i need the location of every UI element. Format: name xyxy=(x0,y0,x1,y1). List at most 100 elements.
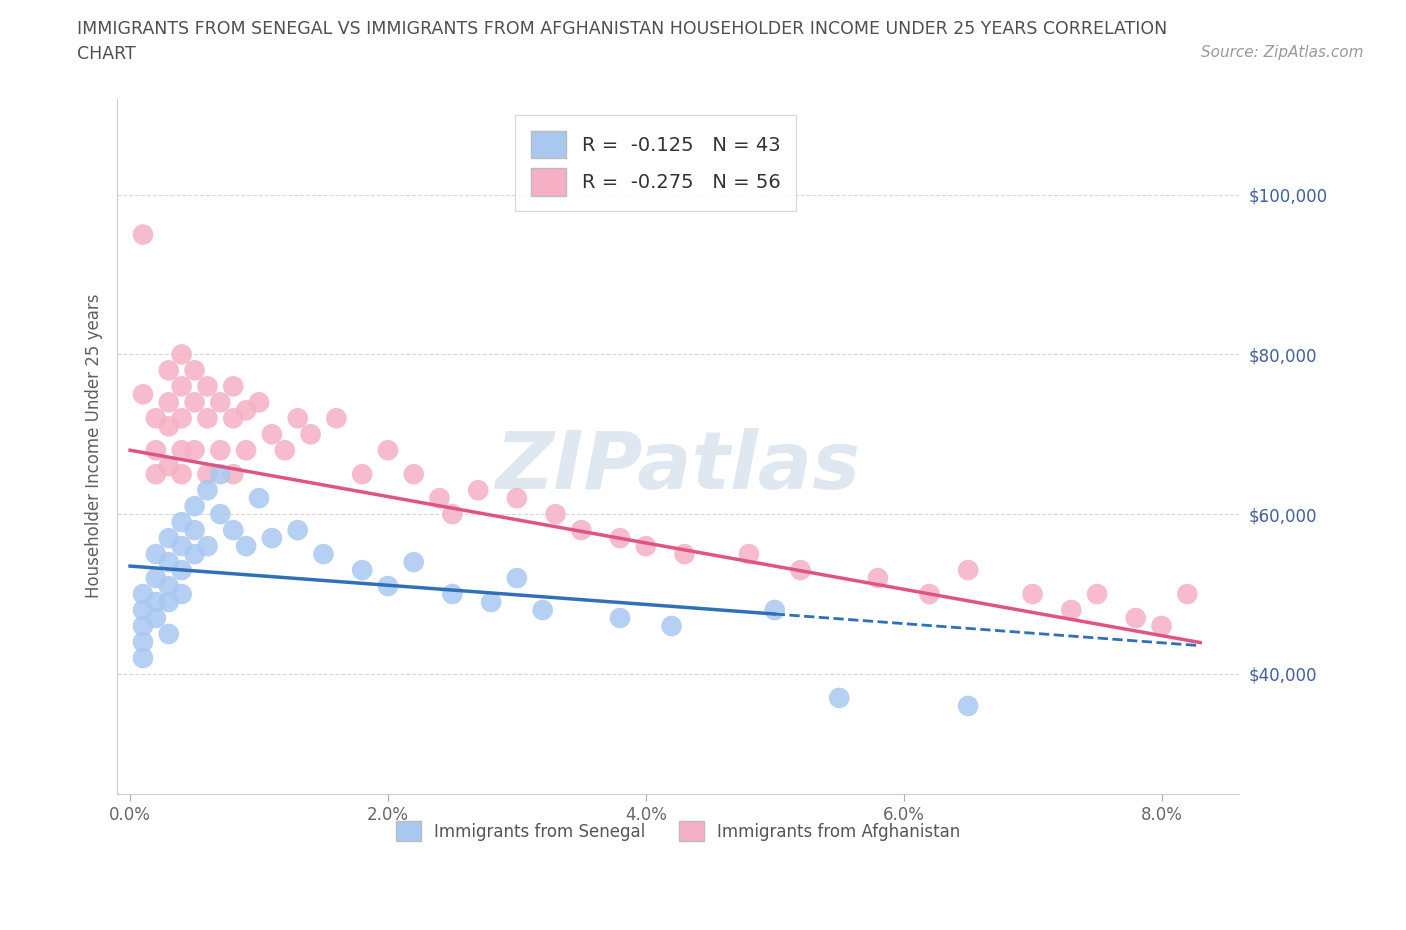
Point xyxy=(157,627,180,642)
Text: Source: ZipAtlas.com: Source: ZipAtlas.com xyxy=(1201,45,1364,60)
Point xyxy=(222,379,245,393)
Point xyxy=(157,418,180,433)
Point xyxy=(183,443,205,458)
Point xyxy=(170,538,193,553)
Text: CHART: CHART xyxy=(77,45,136,62)
Point xyxy=(247,395,270,410)
Point xyxy=(609,611,631,626)
Point xyxy=(157,594,180,609)
Point xyxy=(377,443,399,458)
Point xyxy=(157,531,180,546)
Point xyxy=(352,467,374,482)
Point xyxy=(209,467,232,482)
Point xyxy=(132,603,155,618)
Point xyxy=(197,483,219,498)
Point xyxy=(170,443,193,458)
Point xyxy=(197,538,219,553)
Point xyxy=(312,547,335,562)
Point xyxy=(209,443,232,458)
Point xyxy=(157,554,180,569)
Point xyxy=(145,611,167,626)
Point xyxy=(569,523,592,538)
Point xyxy=(157,363,180,378)
Point xyxy=(170,467,193,482)
Point xyxy=(183,498,205,513)
Point xyxy=(145,467,167,482)
Point xyxy=(429,491,451,506)
Point xyxy=(957,563,980,578)
Point xyxy=(634,538,657,553)
Point xyxy=(132,387,155,402)
Point xyxy=(506,491,529,506)
Point xyxy=(274,443,297,458)
Point xyxy=(1125,611,1147,626)
Point xyxy=(209,395,232,410)
Point xyxy=(183,523,205,538)
Point xyxy=(197,411,219,426)
Point xyxy=(170,587,193,602)
Point xyxy=(957,698,980,713)
Point xyxy=(157,395,180,410)
Point xyxy=(260,427,283,442)
Point xyxy=(299,427,322,442)
Point xyxy=(918,587,941,602)
Point xyxy=(145,547,167,562)
Point xyxy=(828,690,851,705)
Point xyxy=(377,578,399,593)
Point xyxy=(467,483,489,498)
Point xyxy=(738,547,761,562)
Point xyxy=(402,467,425,482)
Point xyxy=(287,523,309,538)
Y-axis label: Householder Income Under 25 years: Householder Income Under 25 years xyxy=(86,294,103,599)
Point xyxy=(325,411,347,426)
Point xyxy=(763,603,786,618)
Point xyxy=(609,531,631,546)
Point xyxy=(145,411,167,426)
Point xyxy=(866,571,889,586)
Point xyxy=(1085,587,1108,602)
Point xyxy=(1060,603,1083,618)
Point xyxy=(1150,618,1173,633)
Point xyxy=(183,547,205,562)
Point xyxy=(673,547,696,562)
Point xyxy=(145,594,167,609)
Point xyxy=(789,563,811,578)
Point xyxy=(352,563,374,578)
Point xyxy=(132,587,155,602)
Point xyxy=(183,395,205,410)
Point xyxy=(531,603,554,618)
Point xyxy=(260,531,283,546)
Point xyxy=(170,411,193,426)
Point xyxy=(479,594,502,609)
Point xyxy=(441,587,464,602)
Point xyxy=(222,523,245,538)
Text: IMMIGRANTS FROM SENEGAL VS IMMIGRANTS FROM AFGHANISTAN HOUSEHOLDER INCOME UNDER : IMMIGRANTS FROM SENEGAL VS IMMIGRANTS FR… xyxy=(77,20,1167,38)
Point xyxy=(235,443,257,458)
Point xyxy=(170,514,193,529)
Point xyxy=(145,443,167,458)
Point xyxy=(222,411,245,426)
Point xyxy=(1175,587,1198,602)
Point xyxy=(209,507,232,522)
Point xyxy=(170,379,193,393)
Point xyxy=(441,507,464,522)
Legend: Immigrants from Senegal, Immigrants from Afghanistan: Immigrants from Senegal, Immigrants from… xyxy=(389,815,967,848)
Point xyxy=(132,618,155,633)
Point xyxy=(157,458,180,473)
Point xyxy=(157,578,180,593)
Point xyxy=(402,554,425,569)
Point xyxy=(544,507,567,522)
Point xyxy=(132,650,155,665)
Point xyxy=(170,563,193,578)
Point xyxy=(661,618,683,633)
Point xyxy=(197,467,219,482)
Point xyxy=(132,227,155,242)
Point xyxy=(183,363,205,378)
Point xyxy=(197,379,219,393)
Point xyxy=(235,538,257,553)
Point xyxy=(506,571,529,586)
Point xyxy=(1021,587,1043,602)
Point xyxy=(287,411,309,426)
Point xyxy=(145,571,167,586)
Point xyxy=(132,634,155,649)
